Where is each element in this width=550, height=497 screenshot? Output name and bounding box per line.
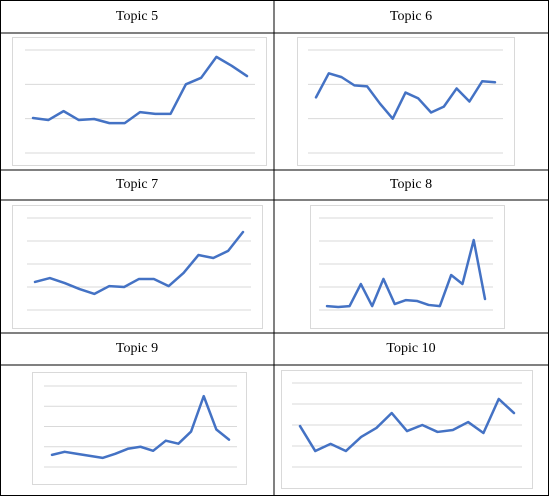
data-line: [314, 72, 497, 120]
chart-frame: [32, 372, 247, 485]
data-line: [50, 394, 231, 460]
chart-title: Topic 9: [116, 341, 158, 356]
data-line: [298, 397, 516, 453]
chart-title: Topic 5: [116, 9, 158, 24]
chart-title: Topic 10: [386, 341, 435, 356]
chart-title: Topic 8: [390, 177, 432, 192]
chart-frame: [297, 37, 515, 166]
chart-frame: [12, 205, 263, 329]
data-line: [33, 230, 245, 296]
data-line: [31, 55, 249, 125]
chart-title: Topic 6: [390, 9, 432, 24]
chart-frame: [310, 205, 505, 329]
chart-frame: [12, 37, 267, 166]
chart-title: Topic 7: [116, 177, 158, 192]
data-line: [325, 238, 487, 309]
